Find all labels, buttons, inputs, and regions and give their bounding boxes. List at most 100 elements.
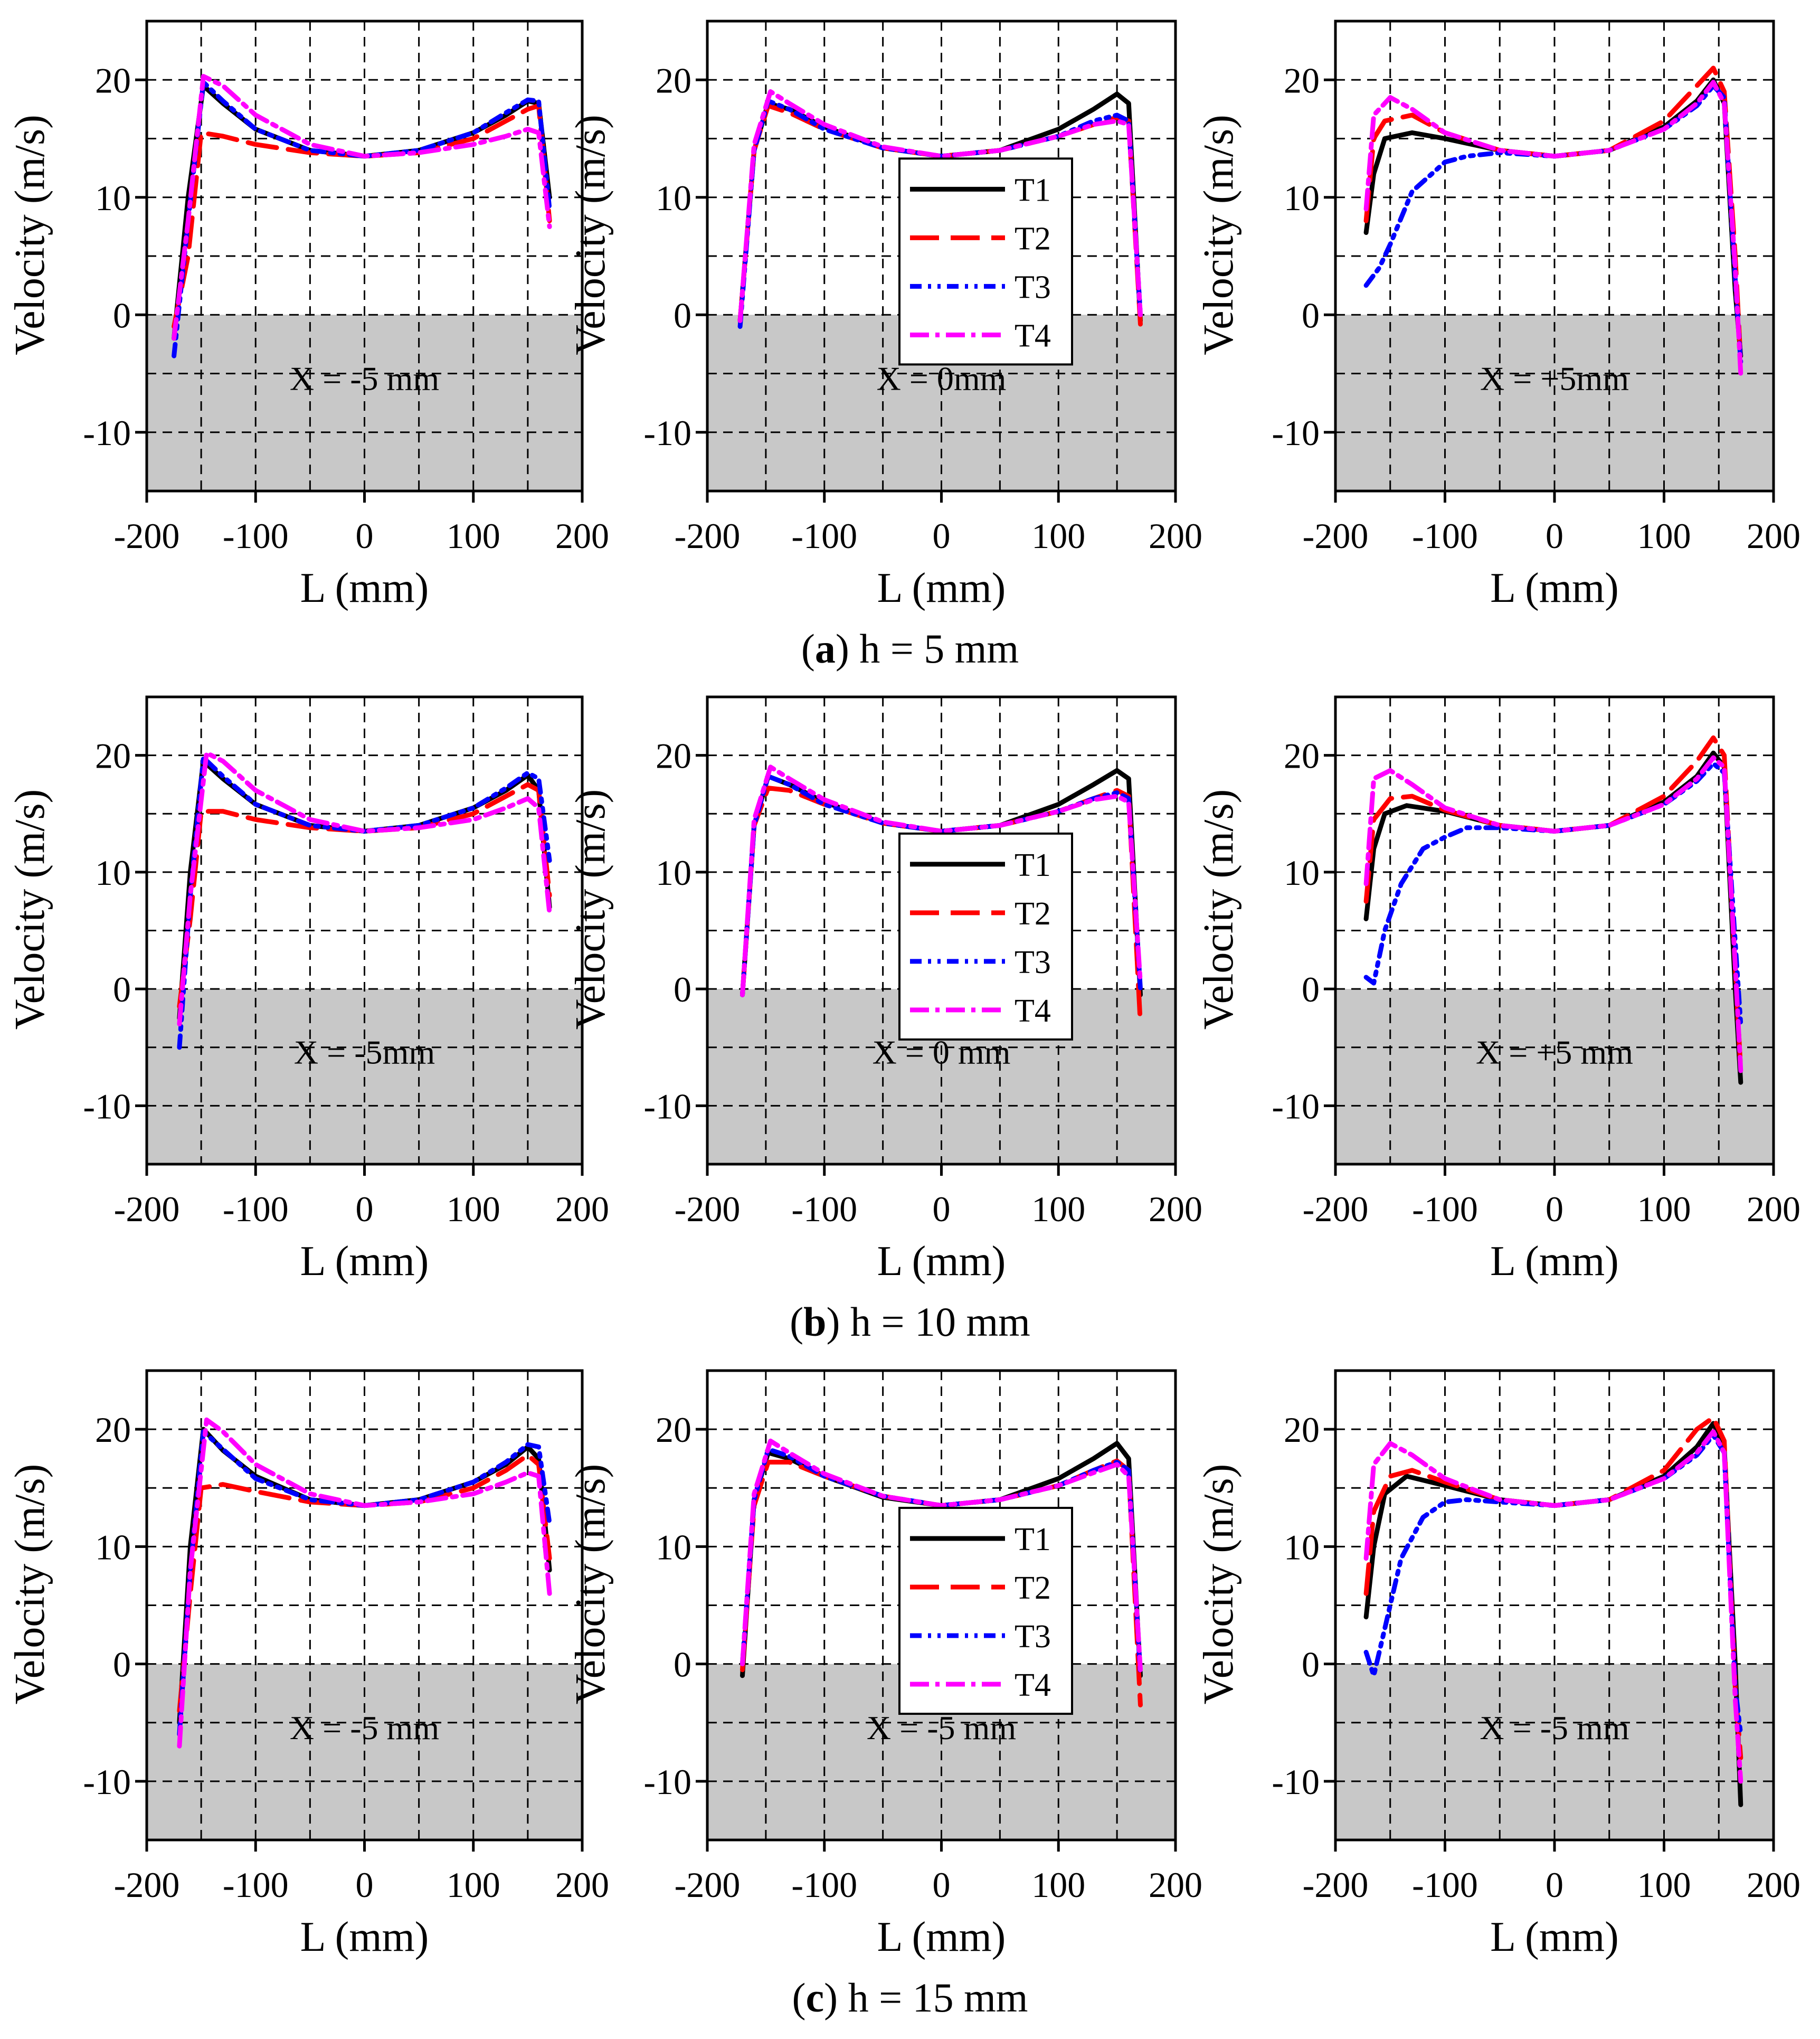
x-tick-label: 100 [1637,516,1691,556]
series-line-t4 [737,89,1143,323]
caption-paren-close: ) [836,626,849,672]
y-axis-label: Velocity (m/s) [1196,115,1242,355]
y-tick-label: 20 [95,1410,131,1450]
series-group [1363,735,1743,1085]
y-tick-label: 0 [1302,969,1320,1009]
y-tick-label: 10 [1284,853,1320,893]
legend-label-t4: T4 [1015,318,1051,354]
x-tick-label: 200 [1747,1189,1800,1229]
legend-box [898,832,1073,1041]
x-tick-label: 200 [555,516,609,556]
series-line-t4 [1363,755,1743,1073]
panel-annotation: X = -5 mm [290,360,439,398]
x-tick-label: 200 [1747,1865,1800,1905]
y-tick-label: 0 [674,1645,691,1685]
x-tick-label: 0 [1546,1865,1563,1905]
x-tick-label: -200 [675,1865,741,1905]
x-tick-label: 0 [356,1189,374,1229]
y-tick-label: 0 [1302,1645,1320,1685]
series-group [1363,1415,1743,1807]
x-tick-label: -200 [675,1189,741,1229]
x-tick-label: -200 [1303,1189,1369,1229]
legend-box [898,1507,1073,1715]
y-tick-label: 20 [656,736,691,776]
legend-label-t1: T1 [1015,1522,1051,1557]
x-tick-label: 100 [447,1189,500,1229]
x-tick-label: 100 [1031,1865,1085,1905]
x-tick-label: -100 [791,1189,857,1229]
legend-label-t1: T1 [1015,847,1051,883]
panel-annotation: X = -5 mm [867,1709,1016,1747]
legend-label-t2: T2 [1015,221,1051,257]
x-tick-label: -200 [114,516,180,556]
y-tick-label: 20 [1284,736,1320,776]
series-group [177,1417,552,1749]
caption-paren-open: ( [790,1299,803,1345]
y-tick-label: 20 [95,60,131,100]
x-axis-label: L (mm) [300,565,429,611]
panel-annotation: X = -5 mm [290,1709,439,1747]
x-tick-label: -100 [223,1189,289,1229]
y-tick-label: 20 [1284,1410,1320,1450]
legend-label-t3: T3 [1015,945,1051,980]
x-tick-label: -200 [114,1865,180,1905]
y-tick-label: -10 [1272,1762,1320,1802]
y-axis-label: Velocity (m/s) [1196,789,1242,1030]
y-tick-label: 0 [113,295,131,335]
series-group [740,1438,1143,1707]
caption-text: h = 10 mm [840,1299,1030,1345]
x-tick-label: 0 [1546,516,1563,556]
x-tick-label: -100 [1412,1865,1478,1905]
series-group [172,74,552,358]
x-axis-label: L (mm) [300,1238,429,1285]
y-tick-label: 20 [656,1410,691,1450]
y-tick-label: 10 [656,853,691,893]
y-tick-label: 10 [656,178,691,218]
y-tick-label: -10 [83,1762,131,1802]
y-tick-label: 10 [95,1527,131,1567]
legend: T1 T2 T3 T4 [898,832,1073,1041]
legend-label-t2: T2 [1015,896,1051,932]
series-line-t4 [1363,1429,1743,1784]
caption-paren-open: ( [792,1975,806,2021]
y-axis-label: Velocity (m/s) [7,789,53,1030]
x-tick-label: 100 [447,516,500,556]
panel-annotation: X = +5mm [1480,360,1629,398]
y-tick-label: -10 [83,1086,131,1126]
y-tick-label: 0 [674,295,691,335]
y-tick-label: 20 [95,736,131,776]
x-tick-label: -100 [791,516,857,556]
x-tick-label: 0 [933,1865,951,1905]
x-tick-label: 200 [1149,1865,1202,1905]
caption-paren-close: ) [824,1975,838,2021]
caption-letter: b [803,1299,826,1345]
series-line-t4 [177,750,552,1026]
y-tick-label: -10 [643,413,691,453]
y-axis-label: Velocity (m/s) [7,115,53,355]
x-axis-label: L (mm) [877,565,1006,611]
panel-annotation: X = +5 mm [1476,1034,1633,1071]
x-tick-label: -200 [1303,1865,1369,1905]
caption: (a) h = 5 mm [801,626,1019,672]
panel-annotation: X = -5 mm [1480,1709,1629,1747]
x-axis-label: L (mm) [877,1238,1006,1285]
x-axis-label: L (mm) [1490,1238,1619,1285]
x-tick-label: -200 [114,1189,180,1229]
y-tick-label: 20 [656,60,691,100]
x-tick-label: -200 [1303,516,1369,556]
x-tick-label: -100 [223,1865,289,1905]
panel-annotation: X = -5mm [294,1034,435,1071]
series-group [1363,65,1743,376]
legend: T1 T2 T3 T4 [898,157,1073,366]
series-line-t4 [172,74,552,341]
series-group [737,89,1143,329]
x-axis-label: L (mm) [1490,565,1619,611]
x-tick-label: 100 [1637,1865,1691,1905]
x-tick-label: 200 [1149,516,1202,556]
y-tick-label: 10 [1284,178,1320,218]
